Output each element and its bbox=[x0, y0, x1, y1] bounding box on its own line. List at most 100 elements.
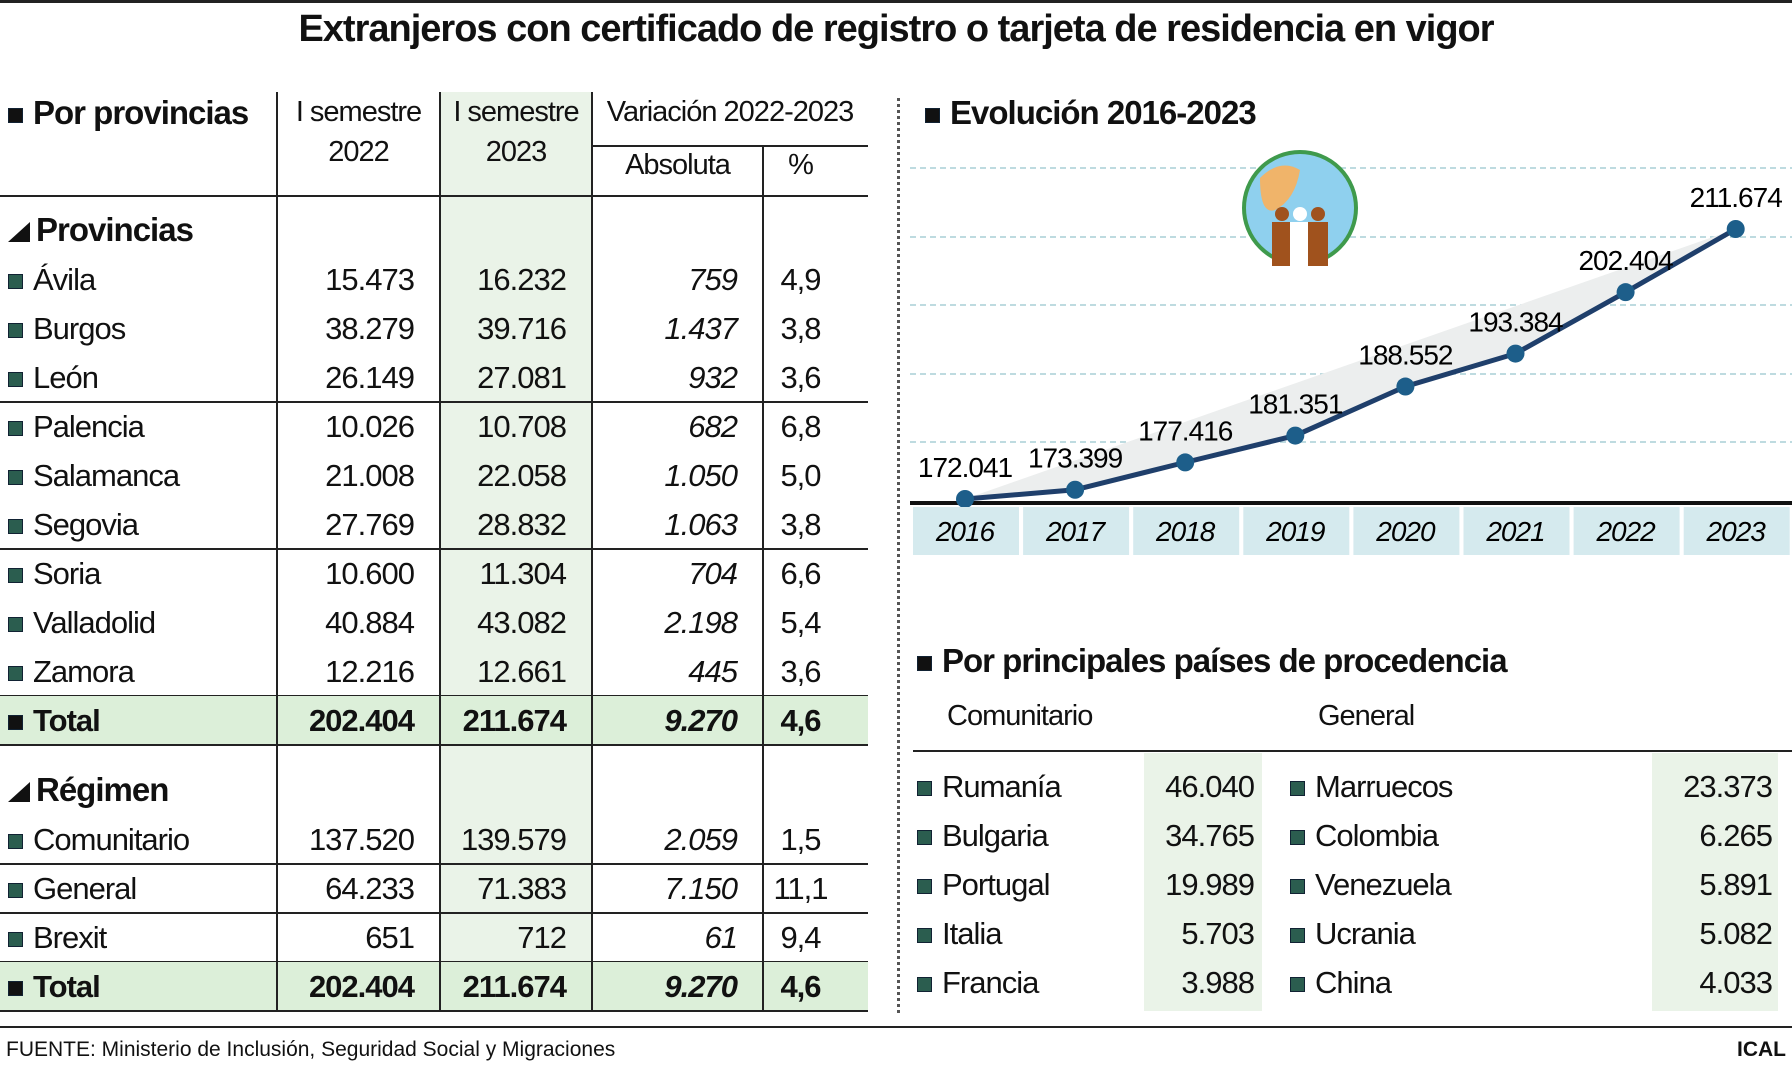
value-2023: 11.304 bbox=[479, 556, 567, 591]
person-icon bbox=[1308, 222, 1328, 266]
header-variation: Variación 2022-2023 bbox=[606, 96, 855, 128]
row-label: General bbox=[33, 871, 137, 906]
country-value: 23.373 bbox=[1683, 769, 1773, 804]
variation-absolute: 445 bbox=[688, 654, 738, 689]
data-point bbox=[1066, 480, 1085, 499]
bullet-icon bbox=[917, 977, 932, 993]
value-2023: 10.708 bbox=[477, 409, 567, 444]
variation-absolute: 759 bbox=[688, 262, 738, 297]
x-tick-label: 2017 bbox=[1045, 516, 1107, 547]
value-2023: 16.232 bbox=[477, 262, 567, 297]
row-divider bbox=[0, 863, 868, 865]
row-divider bbox=[0, 195, 868, 197]
country-comunitario: Rumanía bbox=[917, 762, 1062, 811]
value-2022: 10.600 bbox=[325, 556, 415, 591]
bullet-icon bbox=[8, 568, 23, 584]
table-row: General 64.233 71.383 7.150 11,1 bbox=[0, 864, 868, 913]
x-tick-bg bbox=[1023, 507, 1130, 555]
x-tick-label: 2022 bbox=[1595, 516, 1656, 547]
value-2022: 64.233 bbox=[325, 871, 415, 906]
variation-absolute: 2.059 bbox=[664, 822, 738, 857]
value-2022: 651 bbox=[365, 920, 415, 955]
variation-absolute: 932 bbox=[688, 360, 738, 395]
row-label: Brexit bbox=[33, 920, 107, 955]
data-point bbox=[1286, 426, 1305, 445]
country-comunitario: Italia bbox=[917, 909, 1002, 958]
table-row: Brexit 651 712 61 9,4 bbox=[0, 913, 868, 962]
x-tick-label: 2023 bbox=[1706, 516, 1767, 547]
value-2023: 27.081 bbox=[477, 360, 567, 395]
source-note: FUENTE: Ministerio de Inclusión, Segurid… bbox=[6, 1038, 616, 1061]
bullet-icon bbox=[917, 781, 932, 797]
total-row-bg bbox=[0, 962, 868, 1011]
bullet-icon bbox=[8, 323, 23, 339]
table-row: León 26.149 27.081 932 3,6 bbox=[0, 353, 868, 402]
value-2023: 71.383 bbox=[477, 871, 567, 906]
bullet-icon bbox=[1290, 830, 1305, 846]
country-value: 5.703 bbox=[1181, 916, 1255, 951]
value-2023: 139.579 bbox=[460, 822, 567, 857]
table-row: Comunitario 137.520 139.579 2.059 1,5 bbox=[0, 815, 868, 864]
value-2022: 12.216 bbox=[325, 654, 415, 689]
value-2023: 22.058 bbox=[477, 458, 567, 493]
top-rule bbox=[0, 0, 1792, 3]
total-row: Total 202.404 211.674 9.270 4,6 bbox=[0, 696, 868, 745]
x-tick-bg bbox=[1683, 507, 1790, 555]
value-2023: 712 bbox=[517, 920, 567, 955]
value-2023: 39.716 bbox=[477, 311, 567, 346]
row-label: Burgos bbox=[33, 311, 126, 346]
bullet-icon bbox=[1290, 879, 1305, 895]
x-tick-label: 2019 bbox=[1265, 516, 1325, 547]
data-label: 193.384 bbox=[1468, 307, 1563, 338]
area-fill bbox=[965, 229, 1736, 499]
bullet-icon bbox=[917, 879, 932, 895]
bullet-icon bbox=[917, 830, 932, 846]
bullet-icon bbox=[8, 932, 23, 948]
data-point bbox=[1396, 377, 1415, 396]
row-label: Salamanca bbox=[33, 458, 180, 493]
bullet-icon bbox=[8, 617, 23, 633]
table-row: Salamanca 21.008 22.058 1.050 5,0 bbox=[0, 451, 868, 500]
row-label: Total bbox=[33, 703, 101, 738]
data-point bbox=[1506, 344, 1525, 363]
person-icon bbox=[1272, 222, 1292, 266]
country-comunitario: Bulgaria bbox=[917, 811, 1049, 860]
country-comunitario: Francia bbox=[917, 958, 1039, 1007]
variation-percent: 5,0 bbox=[780, 458, 821, 493]
value-2023: 43.082 bbox=[477, 605, 567, 640]
variation-absolute: 1.050 bbox=[664, 458, 738, 493]
value-2023: 211.674 bbox=[462, 703, 567, 738]
value-2022: 202.404 bbox=[308, 703, 415, 738]
bullet-icon bbox=[8, 421, 23, 437]
bullet-icon bbox=[8, 981, 23, 997]
group-header: Régimen bbox=[0, 765, 868, 814]
country-value: 4.033 bbox=[1699, 965, 1773, 1000]
x-tick-bg bbox=[1133, 507, 1240, 555]
variation-absolute: 61 bbox=[704, 920, 738, 955]
country-value: 34.765 bbox=[1165, 818, 1255, 853]
x-tick-label: 2018 bbox=[1155, 516, 1216, 547]
data-label: 173.399 bbox=[1028, 443, 1123, 474]
bullet-icon bbox=[8, 715, 23, 731]
value-2022: 10.026 bbox=[325, 409, 415, 444]
country-value: 5.082 bbox=[1699, 916, 1773, 951]
variation-percent: 3,6 bbox=[780, 360, 821, 395]
variation-absolute: 704 bbox=[688, 556, 738, 591]
header-absolute: Absoluta bbox=[625, 149, 731, 181]
row-label: Valladolid bbox=[33, 605, 156, 640]
table-row: Soria 10.600 11.304 704 6,6 bbox=[0, 549, 868, 598]
header-2022: I semestre 2022 bbox=[295, 96, 422, 168]
data-label: 202.404 bbox=[1578, 245, 1673, 276]
value-2022: 21.008 bbox=[325, 458, 415, 493]
value-2023: 12.661 bbox=[477, 654, 567, 689]
variation-percent: 3,8 bbox=[780, 311, 821, 346]
data-label: 181.351 bbox=[1248, 389, 1343, 420]
country-general: Marruecos bbox=[1290, 762, 1453, 811]
series-line bbox=[964, 226, 1737, 502]
value-2022: 40.884 bbox=[325, 605, 415, 640]
x-tick-bg bbox=[913, 507, 1019, 555]
country-value: 46.040 bbox=[1165, 769, 1255, 804]
x-tick-label: 2020 bbox=[1375, 516, 1436, 547]
person-icon bbox=[1275, 207, 1289, 221]
bullet-icon bbox=[917, 928, 932, 944]
